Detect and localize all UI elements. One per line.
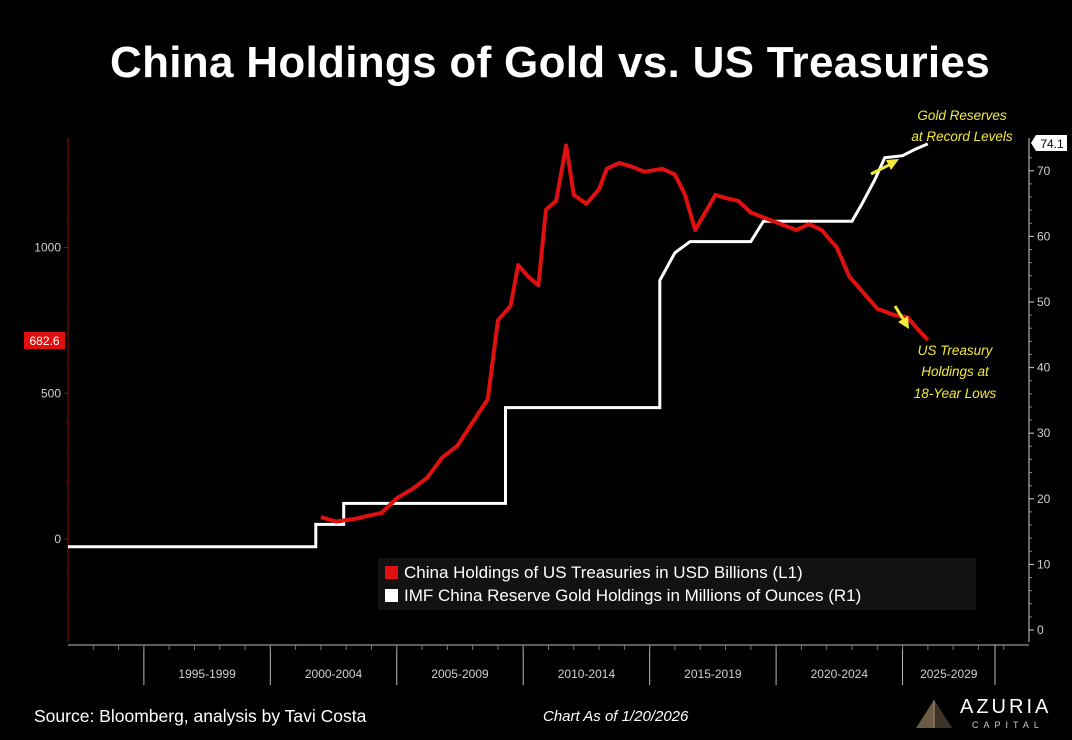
right-tick-label: 0 <box>1037 623 1044 637</box>
last-value-right-box <box>1031 135 1067 151</box>
annotation-treasury-line-3: 18-Year Lows <box>914 386 997 401</box>
right-tick-label: 70 <box>1037 164 1051 178</box>
annotation-gold: Gold Reserves at Record Levels <box>870 108 1013 176</box>
left-tick-label: 500 <box>41 386 61 400</box>
x-tick-label: 2010-2014 <box>558 667 616 681</box>
x-tick-label: 2020-2024 <box>811 667 869 681</box>
treasury-holdings-series-line <box>320 143 930 524</box>
legend-label-gold: IMF China Reserve Gold Holdings in Milli… <box>404 586 861 605</box>
annotation-treasury-line-1: US Treasury <box>918 343 994 358</box>
arrow-down-right-icon <box>893 305 909 329</box>
arrow-up-right-icon <box>870 159 899 176</box>
footer-date: Chart As of 1/20/2026 <box>543 708 689 725</box>
logo-sub: CAPITAL <box>972 720 1044 730</box>
right-axis-ticks: 0 10 20 30 40 50 60 70 <box>1029 157 1051 637</box>
right-tick-label: 40 <box>1037 361 1051 375</box>
right-tick-label: 10 <box>1037 557 1051 571</box>
annotation-treasury-line-2: Holdings at <box>921 364 990 379</box>
x-tick-label: 2025-2029 <box>920 667 978 681</box>
right-tick-label: 60 <box>1037 229 1051 243</box>
last-value-right: 74.1 <box>1031 135 1067 151</box>
legend: China Holdings of US Treasuries in USD B… <box>378 558 976 610</box>
left-axis: 0 500 1000 <box>34 138 69 642</box>
x-tick-label: 2000-2004 <box>305 667 363 681</box>
last-value-left-label: 682.6 <box>29 334 59 348</box>
annotation-treasury: US Treasury Holdings at 18-Year Lows <box>893 305 997 401</box>
annotation-gold-line-2: at Record Levels <box>911 129 1013 144</box>
x-axis-ticks: 1995-1999 2000-2004 2005-2009 2010-2014 2015… <box>92 645 1005 685</box>
azuria-logo: AZURIA CAPITAL <box>912 694 1062 734</box>
x-tick-label: 2015-2019 <box>684 667 742 681</box>
last-value-left: 682.6 <box>24 332 65 349</box>
logo-name: AZURIA <box>960 696 1052 718</box>
x-tick-label: 2005-2009 <box>431 667 489 681</box>
left-tick-label: 0 <box>54 532 61 546</box>
gold-holdings-series-line <box>68 142 929 549</box>
legend-swatch-treasuries <box>385 566 398 579</box>
footer-source: Source: Bloomberg, analysis by Tavi Cost… <box>34 706 367 726</box>
legend-swatch-gold <box>385 589 398 602</box>
x-tick-label: 1995-1999 <box>178 667 236 681</box>
last-value-right-label: 74.1 <box>1040 137 1064 151</box>
annotation-gold-line-1: Gold Reserves <box>917 108 1007 123</box>
left-axis-ticks: 0 500 1000 <box>34 159 68 598</box>
right-tick-label: 50 <box>1037 295 1051 309</box>
right-tick-label: 30 <box>1037 426 1051 440</box>
last-value-left-box <box>24 332 65 349</box>
legend-label-treasuries: China Holdings of US Treasuries in USD B… <box>404 563 803 582</box>
x-axis: 1995-1999 2000-2004 2005-2009 2010-2014 2015… <box>68 644 1029 685</box>
left-tick-label: 1000 <box>34 241 61 255</box>
right-axis: 0 10 20 30 40 50 60 70 <box>1028 138 1051 642</box>
pyramid-logo-icon <box>916 700 952 728</box>
chart-title: China Holdings of Gold vs. US Treasuries <box>110 38 990 87</box>
right-tick-label: 20 <box>1037 492 1051 506</box>
legend-box <box>378 558 976 610</box>
